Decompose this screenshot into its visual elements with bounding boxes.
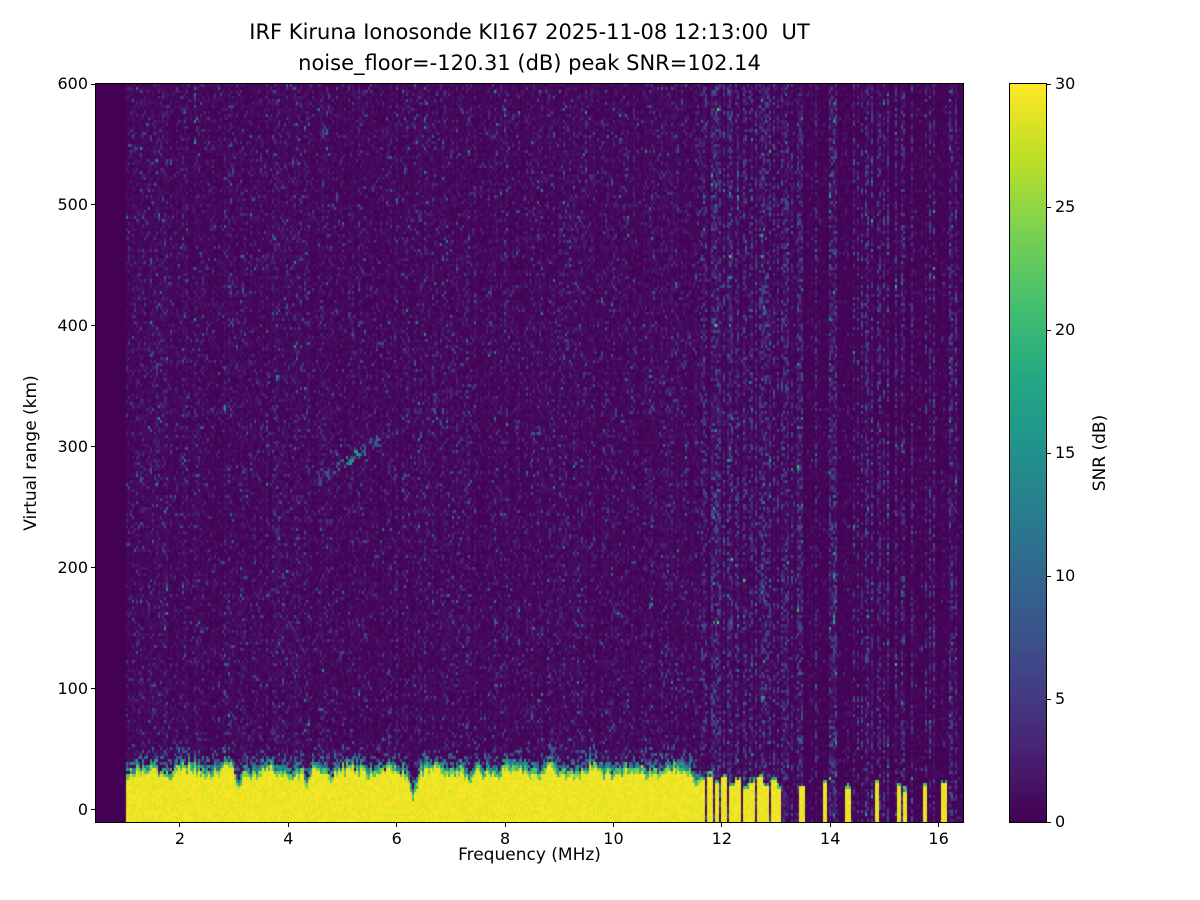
y-tick-mark-100	[91, 688, 96, 690]
x-tick-label-14: 14	[820, 829, 841, 848]
x-tick-label-4: 4	[283, 829, 294, 848]
chart-subtitle: noise_floor=-120.31 (dB) peak SNR=102.14	[298, 51, 761, 75]
y-tick-label-100: 100	[57, 678, 88, 698]
y-tick-label-200: 200	[57, 557, 88, 577]
y-tick-mark-200	[91, 567, 96, 569]
x-tick-label-16: 16	[928, 829, 949, 848]
cbar-tick-mark-20	[1046, 329, 1051, 331]
y-tick-mark-400	[91, 325, 96, 327]
y-tick-label-500: 500	[57, 194, 88, 214]
x-tick-mark-4	[287, 822, 289, 827]
cbar-tick-mark-15	[1046, 452, 1051, 454]
y-tick-label-300: 300	[57, 436, 88, 456]
y-tick-label-0: 0	[77, 799, 88, 819]
cbar-tick-mark-30	[1046, 83, 1051, 85]
y-tick-mark-500	[91, 204, 96, 206]
y-tick-label-600: 600	[57, 74, 88, 93]
x-tick-label-2: 2	[174, 829, 186, 848]
x-tick-mark-16	[938, 822, 940, 827]
x-tick-mark-2	[179, 822, 181, 827]
x-tick-mark-14	[829, 822, 831, 827]
y-tick-label-400: 400	[57, 315, 88, 335]
cbar-tick-label-15: 15	[1055, 443, 1076, 462]
x-tick-mark-8	[504, 822, 506, 827]
cbar-tick-mark-10	[1046, 575, 1051, 577]
x-tick-label-12: 12	[711, 829, 733, 848]
cbar-tick-mark-0	[1046, 821, 1051, 823]
y-tick-mark-600	[91, 83, 96, 85]
cbar-tick-label-5: 5	[1055, 689, 1066, 708]
x-tick-mark-6	[396, 822, 398, 827]
colorbar-gradient	[1009, 83, 1047, 823]
y-tick-mark-300	[91, 446, 96, 448]
cbar-tick-mark-25	[1046, 206, 1051, 208]
x-tick-mark-10	[612, 822, 614, 827]
cbar-tick-label-25: 25	[1055, 197, 1076, 216]
y-tick-mark-0	[91, 809, 96, 811]
x-tick-label-8: 8	[500, 829, 511, 848]
x-tick-label-6: 6	[391, 829, 402, 848]
cbar-tick-label-10: 10	[1055, 566, 1076, 585]
cbar-tick-label-20: 20	[1055, 320, 1076, 339]
cbar-tick-label-30: 30	[1055, 74, 1076, 93]
chart-title: IRF Kiruna Ionosonde KI167 2025-11-08 12…	[249, 20, 810, 44]
y-axis-label: Virtual range (km)	[21, 375, 41, 531]
cbar-tick-mark-5	[1046, 698, 1051, 700]
x-tick-mark-12	[721, 822, 723, 827]
x-axis-label: Frequency (MHz)	[458, 845, 601, 865]
cbar-tick-label-0: 0	[1055, 812, 1066, 831]
ionogram-heatmap	[95, 83, 964, 823]
x-tick-label-10: 10	[603, 829, 624, 848]
